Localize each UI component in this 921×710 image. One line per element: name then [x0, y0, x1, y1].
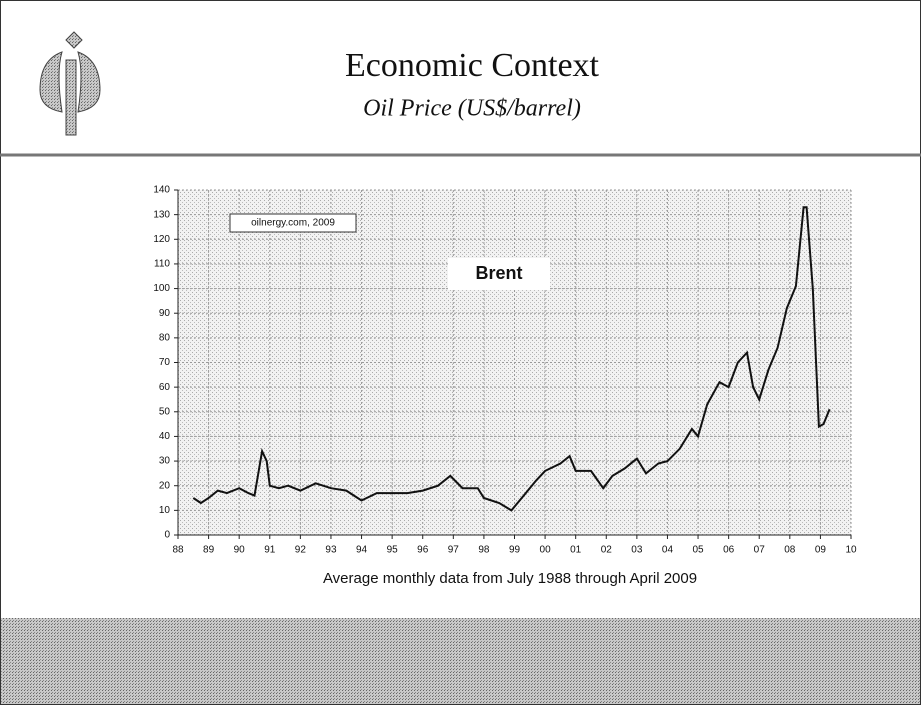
- x-tick-label: 01: [570, 545, 582, 556]
- x-tick-label: 06: [723, 545, 735, 556]
- source-note: oilnergy.com, 2009: [251, 218, 335, 229]
- slide: Economic Context Oil Price (US$/barrel) …: [0, 0, 921, 705]
- x-tick-label: 07: [754, 545, 766, 556]
- x-tick-label: 91: [264, 545, 276, 556]
- series-label: Brent: [475, 263, 522, 283]
- x-tick-label: 00: [540, 545, 552, 556]
- slide-title: Economic Context: [345, 47, 600, 84]
- y-tick-label: 100: [153, 283, 170, 294]
- y-tick-label: 90: [159, 308, 171, 319]
- y-tick-label: 50: [159, 406, 171, 417]
- y-tick-label: 0: [164, 530, 170, 541]
- x-tick-label: 98: [478, 545, 490, 556]
- y-tick-label: 10: [159, 505, 171, 516]
- y-tick-label: 60: [159, 382, 171, 393]
- x-tick-label: 02: [601, 545, 613, 556]
- x-tick-label: 10: [845, 545, 857, 556]
- x-tick-label: 05: [692, 545, 704, 556]
- y-tick-label: 70: [159, 357, 171, 368]
- footer-band: [1, 618, 920, 704]
- x-tick-label: 09: [815, 545, 827, 556]
- x-tick-label: 08: [784, 545, 796, 556]
- x-tick-label: 04: [662, 545, 674, 556]
- x-tick-label: 96: [417, 545, 429, 556]
- slide-subtitle: Oil Price (US$/barrel): [363, 96, 581, 122]
- x-tick-label: 95: [387, 545, 399, 556]
- x-tick-label: 03: [631, 545, 643, 556]
- y-tick-label: 140: [153, 185, 170, 196]
- x-tick-label: 88: [172, 545, 184, 556]
- x-tick-label: 97: [448, 545, 460, 556]
- y-tick-label: 40: [159, 431, 171, 442]
- x-tick-label: 94: [356, 545, 368, 556]
- y-tick-label: 110: [154, 259, 170, 270]
- y-tick-label: 120: [153, 234, 170, 245]
- x-tick-label: 99: [509, 545, 521, 556]
- y-tick-label: 130: [153, 209, 170, 220]
- x-tick-label: 93: [325, 545, 337, 556]
- x-tick-label: 92: [295, 545, 307, 556]
- y-tick-label: 20: [159, 480, 171, 491]
- x-axis-label: Average monthly data from July 1988 thro…: [323, 570, 697, 587]
- x-tick-label: 89: [203, 545, 215, 556]
- x-tick-label: 90: [234, 545, 246, 556]
- y-tick-label: 30: [159, 456, 171, 467]
- y-tick-label: 80: [159, 332, 171, 343]
